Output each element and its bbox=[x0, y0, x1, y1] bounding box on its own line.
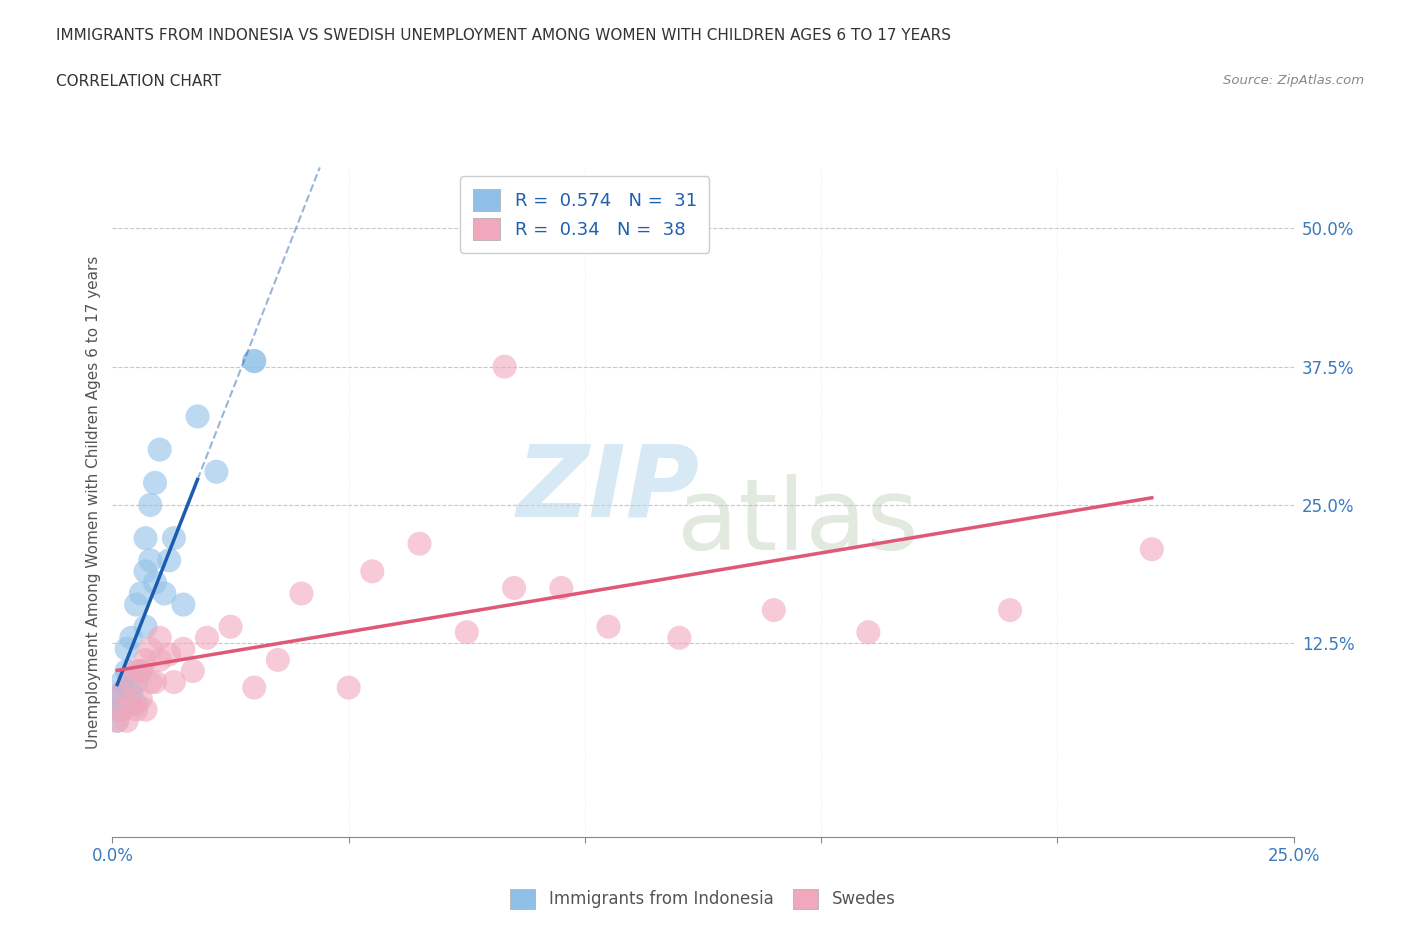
Point bbox=[125, 674, 148, 689]
Point bbox=[163, 674, 186, 689]
Point bbox=[135, 702, 157, 717]
Point bbox=[115, 663, 138, 678]
Point bbox=[195, 631, 218, 645]
Point bbox=[135, 531, 157, 546]
Point bbox=[243, 353, 266, 368]
Point bbox=[125, 702, 148, 717]
Point bbox=[337, 680, 360, 695]
Text: CORRELATION CHART: CORRELATION CHART bbox=[56, 74, 221, 89]
Point bbox=[149, 653, 172, 668]
Point bbox=[115, 697, 138, 711]
Point bbox=[135, 564, 157, 578]
Point bbox=[125, 663, 148, 678]
Point bbox=[157, 552, 180, 567]
Point bbox=[290, 586, 312, 601]
Point bbox=[120, 631, 142, 645]
Point bbox=[186, 409, 208, 424]
Point bbox=[550, 580, 572, 595]
Text: ZIP: ZIP bbox=[517, 440, 700, 538]
Point bbox=[115, 713, 138, 728]
Point bbox=[129, 663, 152, 678]
Point bbox=[361, 564, 384, 578]
Point bbox=[243, 680, 266, 695]
Text: atlas: atlas bbox=[676, 473, 918, 571]
Point bbox=[135, 653, 157, 668]
Legend: Immigrants from Indonesia, Swedes: Immigrants from Indonesia, Swedes bbox=[503, 882, 903, 916]
Point bbox=[139, 498, 162, 512]
Point bbox=[135, 619, 157, 634]
Point bbox=[120, 685, 142, 700]
Point bbox=[111, 685, 134, 700]
Y-axis label: Unemployment Among Women with Children Ages 6 to 17 years: Unemployment Among Women with Children A… bbox=[86, 256, 101, 749]
Point bbox=[762, 603, 785, 618]
Point bbox=[205, 464, 228, 479]
Point bbox=[125, 697, 148, 711]
Point bbox=[139, 674, 162, 689]
Point bbox=[105, 691, 128, 706]
Point bbox=[149, 442, 172, 457]
Point bbox=[550, 220, 572, 235]
Point bbox=[267, 653, 290, 668]
Point bbox=[111, 702, 134, 717]
Point bbox=[172, 642, 194, 657]
Point bbox=[408, 537, 430, 551]
Point bbox=[143, 475, 166, 490]
Point bbox=[1140, 542, 1163, 557]
Point bbox=[120, 697, 142, 711]
Point bbox=[163, 531, 186, 546]
Point bbox=[115, 642, 138, 657]
Text: Source: ZipAtlas.com: Source: ZipAtlas.com bbox=[1223, 74, 1364, 87]
Point bbox=[111, 674, 134, 689]
Point bbox=[998, 603, 1021, 618]
Point bbox=[503, 580, 526, 595]
Point bbox=[120, 674, 142, 689]
Point bbox=[143, 674, 166, 689]
Point bbox=[125, 597, 148, 612]
Point bbox=[139, 552, 162, 567]
Point bbox=[105, 713, 128, 728]
Point bbox=[858, 625, 880, 640]
Point bbox=[139, 642, 162, 657]
Point bbox=[129, 663, 152, 678]
Point bbox=[111, 685, 134, 700]
Point bbox=[243, 353, 266, 368]
Point bbox=[157, 647, 180, 662]
Point bbox=[494, 359, 516, 374]
Point bbox=[111, 702, 134, 717]
Point bbox=[219, 619, 242, 634]
Point bbox=[153, 586, 176, 601]
Point bbox=[129, 586, 152, 601]
Point bbox=[129, 691, 152, 706]
Point bbox=[456, 625, 478, 640]
Point bbox=[149, 631, 172, 645]
Point bbox=[143, 575, 166, 590]
Text: IMMIGRANTS FROM INDONESIA VS SWEDISH UNEMPLOYMENT AMONG WOMEN WITH CHILDREN AGES: IMMIGRANTS FROM INDONESIA VS SWEDISH UNE… bbox=[56, 28, 952, 43]
Point bbox=[105, 713, 128, 728]
Point bbox=[105, 702, 128, 717]
Point bbox=[668, 631, 690, 645]
Point bbox=[598, 619, 620, 634]
Point bbox=[172, 597, 194, 612]
Point bbox=[181, 663, 204, 678]
